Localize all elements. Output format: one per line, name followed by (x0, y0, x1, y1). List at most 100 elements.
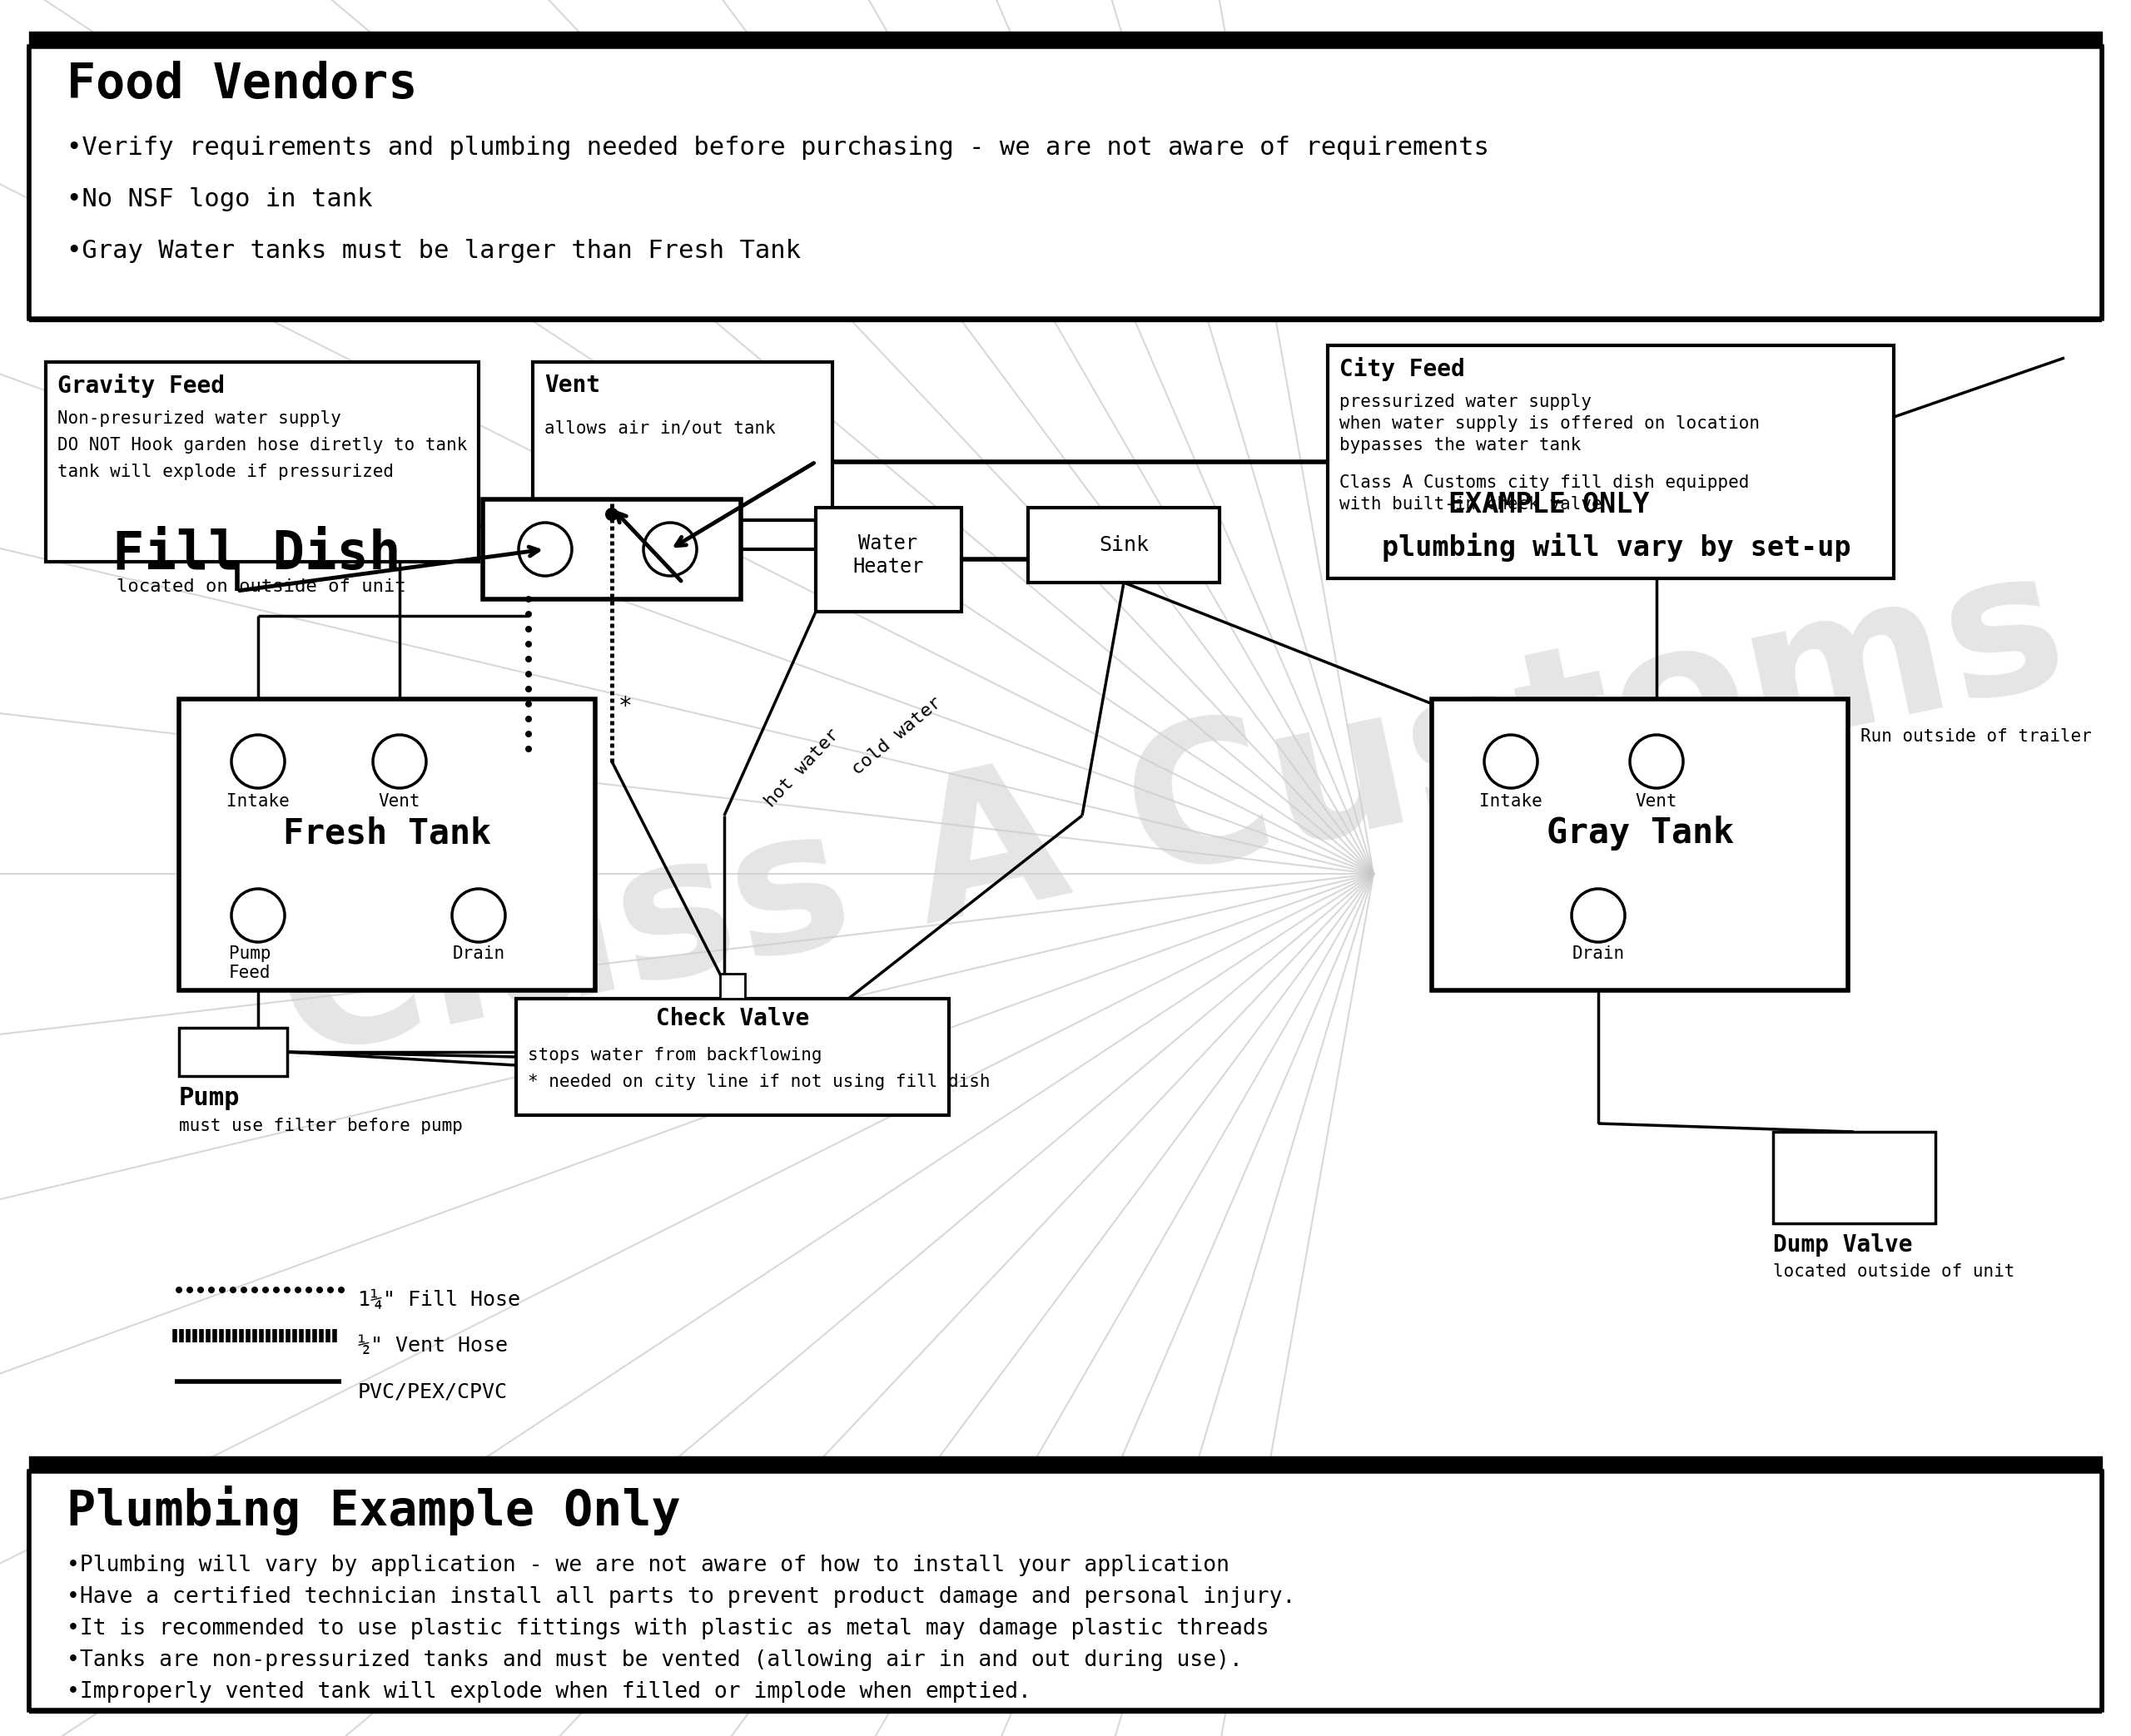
Text: must use filter before pump: must use filter before pump (179, 1118, 462, 1134)
Text: Non-presurized water supply: Non-presurized water supply (58, 410, 341, 427)
Text: located on outside of unit: located on outside of unit (117, 578, 407, 595)
Circle shape (305, 1286, 311, 1293)
Circle shape (283, 1286, 290, 1293)
Circle shape (524, 731, 533, 738)
Bar (1027, 507, 1219, 583)
Text: EXAMPLE ONLY: EXAMPLE ONLY (1449, 491, 1649, 519)
Text: 1¼" Fill Hose: 1¼" Fill Hose (358, 1290, 520, 1311)
Text: when water supply is offered on location: when water supply is offered on location (1340, 415, 1760, 432)
Circle shape (251, 1286, 258, 1293)
Circle shape (524, 701, 533, 707)
Bar (484, 500, 742, 599)
Circle shape (524, 656, 533, 663)
Text: Pump
Feed: Pump Feed (228, 946, 271, 981)
Text: Drain: Drain (1573, 946, 1624, 962)
Circle shape (373, 734, 426, 788)
Circle shape (219, 1286, 226, 1293)
Circle shape (230, 1286, 237, 1293)
Circle shape (1483, 734, 1536, 788)
Circle shape (1630, 734, 1683, 788)
Text: Check Valve: Check Valve (656, 1007, 810, 1029)
Text: ½" Vent Hose: ½" Vent Hose (358, 1335, 507, 1356)
Text: Dump Valve: Dump Valve (1773, 1233, 1912, 1257)
Text: located outside of unit: located outside of unit (1773, 1264, 2014, 1279)
Text: Water
Heater: Water Heater (852, 533, 923, 576)
Text: •Verify requirements and plumbing needed before purchasing - we are not aware of: •Verify requirements and plumbing needed… (66, 135, 1490, 160)
Bar (816, 507, 961, 611)
Circle shape (524, 595, 533, 602)
Bar (516, 998, 948, 1115)
Circle shape (328, 1286, 335, 1293)
Bar (179, 700, 595, 990)
Text: stops water from backflowing: stops water from backflowing (528, 1047, 823, 1064)
Text: •Have a certified technician install all parts to prevent product damage and per: •Have a certified technician install all… (66, 1587, 1296, 1608)
Circle shape (524, 746, 533, 752)
Circle shape (188, 1286, 194, 1293)
Text: Gray Tank: Gray Tank (1547, 816, 1733, 851)
Circle shape (175, 1286, 183, 1293)
Text: •Plumbing will vary by application - we are not aware of how to install your app: •Plumbing will vary by application - we … (66, 1554, 1230, 1576)
Text: pressurized water supply: pressurized water supply (1340, 394, 1592, 410)
Circle shape (232, 889, 286, 943)
Text: DO NOT Hook garden hose diretly to tank: DO NOT Hook garden hose diretly to tank (58, 437, 467, 453)
Text: •No NSF logo in tank: •No NSF logo in tank (66, 187, 373, 212)
Text: cold water: cold water (848, 694, 944, 778)
Text: Fresh Tank: Fresh Tank (283, 816, 490, 851)
Circle shape (524, 670, 533, 677)
Text: plumbing will vary by set-up: plumbing will vary by set-up (1381, 533, 1852, 562)
Text: Gravity Feed: Gravity Feed (58, 373, 224, 398)
Text: •It is recommended to use plastic fittings with plastic as metal may damage plas: •It is recommended to use plastic fittin… (66, 1618, 1270, 1639)
Circle shape (273, 1286, 279, 1293)
Circle shape (262, 1286, 269, 1293)
Text: *: * (618, 694, 646, 719)
Text: •Gray Water tanks must be larger than Fresh Tank: •Gray Water tanks must be larger than Fr… (66, 240, 801, 262)
Text: Run outside of trailer: Run outside of trailer (1860, 727, 2093, 745)
Circle shape (241, 1286, 247, 1293)
Text: Sink: Sink (1100, 535, 1149, 556)
Circle shape (198, 1286, 205, 1293)
Text: allows air in/out tank: allows air in/out tank (543, 420, 776, 437)
Text: Class A Customs city fill dish equipped: Class A Customs city fill dish equipped (1340, 474, 1750, 491)
Circle shape (315, 1286, 324, 1293)
Text: tank will explode if pressurized: tank will explode if pressurized (58, 464, 394, 481)
Text: Vent: Vent (379, 793, 420, 809)
Circle shape (209, 1286, 215, 1293)
Text: bypasses the water tank: bypasses the water tank (1340, 437, 1581, 453)
Text: PVC/PEX/CPVC: PVC/PEX/CPVC (358, 1382, 507, 1401)
Circle shape (294, 1286, 300, 1293)
Text: Drain: Drain (452, 946, 505, 962)
Bar (1432, 700, 1848, 990)
Circle shape (524, 611, 533, 618)
Circle shape (524, 625, 533, 632)
Text: Fill Dish: Fill Dish (113, 528, 401, 580)
Text: Class A Customs: Class A Customs (262, 535, 2082, 1097)
Text: •Tanks are non-pressurized tanks and must be vented (allowing air in and out dur: •Tanks are non-pressurized tanks and mus… (66, 1649, 1242, 1672)
Circle shape (452, 889, 505, 943)
Text: Food Vendors: Food Vendors (66, 61, 418, 108)
Circle shape (524, 641, 533, 648)
Text: Pump: Pump (179, 1087, 241, 1111)
Text: City Feed: City Feed (1340, 358, 1464, 382)
Text: * needed on city line if not using fill dish: * needed on city line if not using fill … (528, 1073, 991, 1090)
Circle shape (524, 686, 533, 693)
Text: Vent: Vent (543, 373, 601, 398)
Bar (720, 974, 746, 998)
Circle shape (518, 523, 571, 576)
Text: Intake: Intake (1479, 793, 1543, 809)
Bar (1328, 345, 1894, 578)
Text: hot water: hot water (761, 726, 842, 811)
Bar (1773, 1132, 1935, 1224)
Text: Vent: Vent (1634, 793, 1677, 809)
Bar (45, 363, 479, 562)
Bar (30, 47, 2101, 319)
Circle shape (339, 1286, 345, 1293)
Text: Plumbing Example Only: Plumbing Example Only (66, 1486, 680, 1535)
Bar (533, 363, 833, 521)
Bar (30, 1472, 2101, 1710)
Bar (179, 1028, 288, 1076)
Text: •Improperly vented tank will explode when filled or implode when emptied.: •Improperly vented tank will explode whe… (66, 1680, 1031, 1703)
Circle shape (1573, 889, 1626, 943)
Circle shape (524, 715, 533, 722)
Circle shape (644, 523, 697, 576)
Circle shape (232, 734, 286, 788)
